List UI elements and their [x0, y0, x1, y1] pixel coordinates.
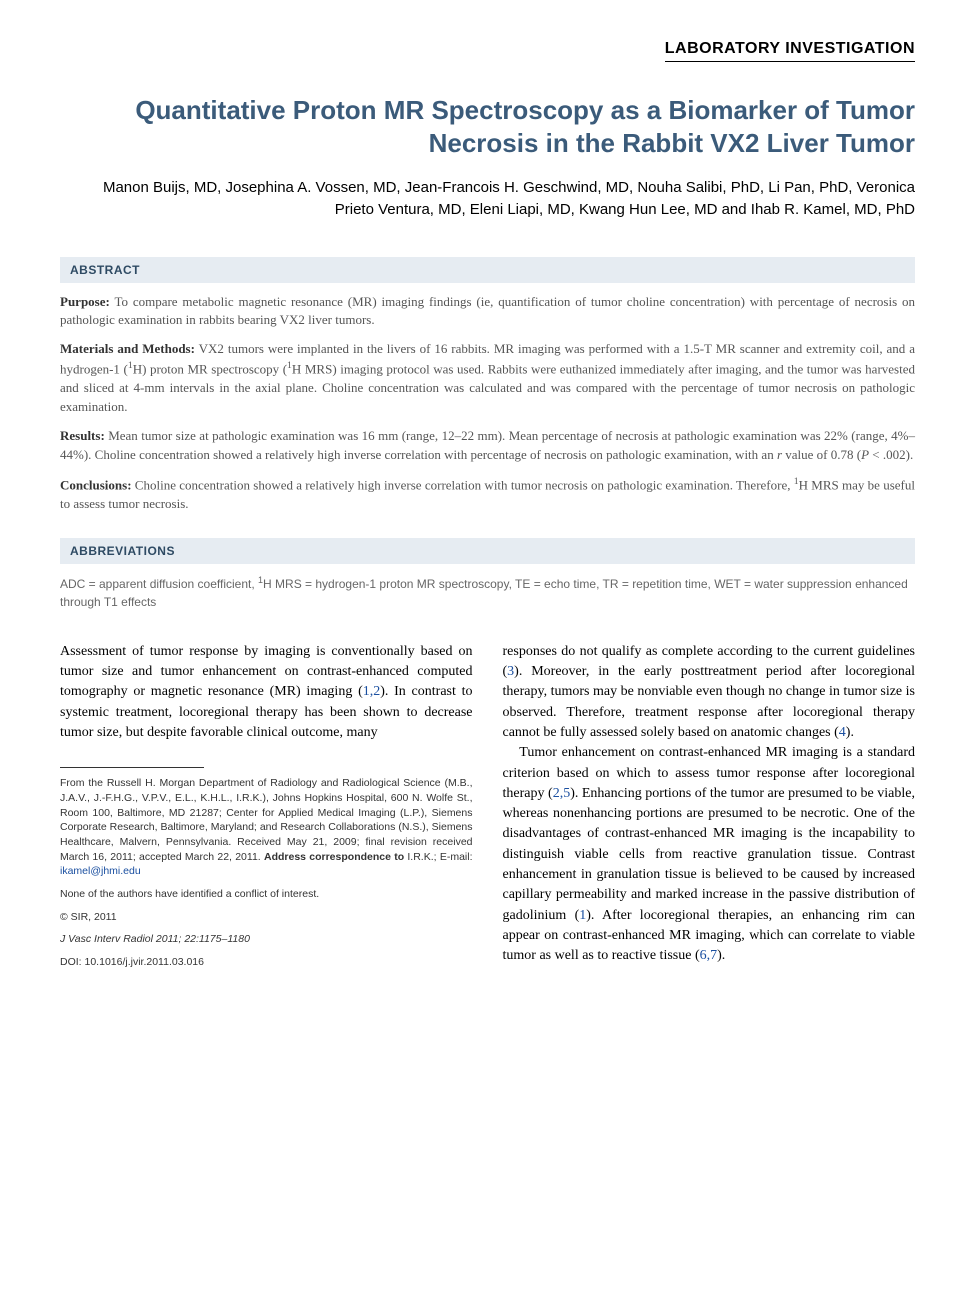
- copyright: © SIR, 2011: [60, 910, 473, 925]
- body-para-1: Assessment of tumor response by imaging …: [60, 642, 473, 743]
- ref-link-6-7[interactable]: 6,7: [700, 948, 718, 963]
- abstract-block: Purpose: To compare metabolic magnetic r…: [60, 293, 915, 514]
- purpose-text: To compare metabolic magnetic resonance …: [60, 294, 915, 328]
- abstract-heading: ABSTRACT: [60, 257, 915, 283]
- ref-link-4[interactable]: 4: [839, 725, 846, 740]
- author-list: Manon Buijs, MD, Josephina A. Vossen, MD…: [60, 177, 915, 221]
- abbreviations-heading: ABBREVIATIONS: [60, 538, 915, 564]
- citation-text: J Vasc Interv Radiol 2011; 22:1175–1180: [60, 933, 250, 945]
- abbreviations-block: ADC = apparent diffusion coefficient, 1H…: [60, 574, 915, 612]
- body-para-1-cont: responses do not qualify as complete acc…: [503, 642, 916, 743]
- citation: J Vasc Interv Radiol 2011; 22:1175–1180: [60, 932, 473, 947]
- ref-link-2-5[interactable]: 2,5: [553, 786, 571, 801]
- abstract-conclusions: Conclusions: Choline concentration showe…: [60, 475, 915, 514]
- abstract-methods: Materials and Methods: VX2 tumors were i…: [60, 340, 915, 417]
- ref-link-1-2[interactable]: 1,2: [363, 684, 381, 699]
- left-column: Assessment of tumor response by imaging …: [60, 642, 473, 978]
- affil-text-3: I.R.K.; E-mail:: [404, 851, 472, 863]
- abstract-results: Results: Mean tumor size at pathologic e…: [60, 427, 915, 465]
- results-p: P: [861, 447, 869, 462]
- body-para-2: Tumor enhancement on contrast-enhanced M…: [503, 743, 916, 966]
- abbrev-text-1: ADC = apparent diffusion coefficient,: [60, 577, 258, 591]
- footnotes: From the Russell H. Morgan Department of…: [60, 776, 473, 970]
- footnote-rule: [60, 767, 204, 768]
- methods-text-2: H) proton MR spectroscopy (: [133, 361, 287, 376]
- results-label: Results:: [60, 428, 105, 443]
- article-title: Quantitative Proton MR Spectroscopy as a…: [60, 94, 915, 159]
- corresponding-email[interactable]: ikamel@jhmi.edu: [60, 865, 141, 877]
- conclusions-label: Conclusions:: [60, 477, 132, 492]
- results-text-2: value of 0.78 (: [782, 447, 861, 462]
- abstract-purpose: Purpose: To compare metabolic magnetic r…: [60, 293, 915, 331]
- right-column: responses do not qualify as complete acc…: [503, 642, 916, 978]
- section-label: LABORATORY INVESTIGATION: [665, 40, 915, 62]
- purpose-label: Purpose:: [60, 294, 110, 309]
- results-text-3: < .002).: [869, 447, 913, 462]
- body-right-1c: ).: [846, 725, 854, 740]
- conflict-of-interest: None of the authors have identified a co…: [60, 887, 473, 902]
- conclusions-text-1: Choline concentration showed a relativel…: [132, 477, 794, 492]
- affil-bold: Address correspondence to: [264, 851, 404, 863]
- doi: DOI: 10.1016/j.jvir.2011.03.016: [60, 955, 473, 970]
- body-right-2b: ). Enhancing portions of the tumor are p…: [503, 786, 916, 923]
- affiliation: From the Russell H. Morgan Department of…: [60, 776, 473, 879]
- body-columns: Assessment of tumor response by imaging …: [60, 642, 915, 978]
- methods-label: Materials and Methods:: [60, 341, 195, 356]
- body-right-2d: ).: [717, 948, 725, 963]
